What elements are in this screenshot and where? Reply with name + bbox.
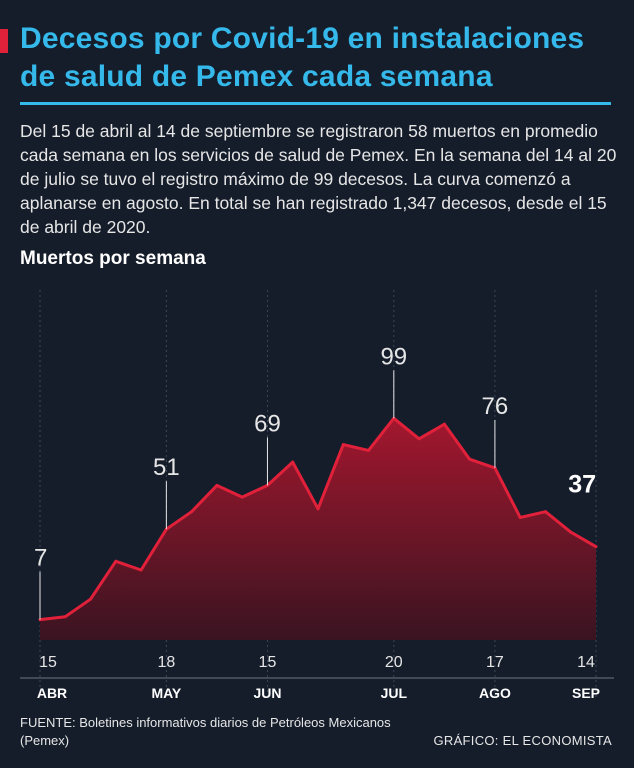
tick-month-2: JUN — [253, 685, 281, 701]
chart-title: Decesos por Covid-19 en instalaciones de… — [20, 22, 585, 93]
area-fill — [40, 418, 596, 640]
annotation-label-2: 69 — [254, 410, 281, 437]
data-point-1 — [63, 615, 67, 619]
tick-day-1: 18 — [157, 654, 175, 671]
annotation-label-4: 76 — [482, 393, 509, 420]
data-point-21 — [569, 530, 573, 534]
tick-day-5: 14 — [577, 654, 595, 671]
data-point-8 — [240, 495, 244, 499]
description: Del 15 de abril al 14 de septiembre se r… — [20, 121, 617, 237]
data-point-20 — [543, 510, 547, 514]
tick-month-5: SEP — [572, 685, 600, 701]
area-chart: 7 51 69 99 76 37 15 ABR 18 MAY 15 JUN 20 JUL 17 AGO 14 S… — [20, 290, 614, 701]
annotations: 7 51 69 99 76 37 — [34, 343, 598, 622]
title-rule — [20, 102, 611, 105]
annotation-label-0: 7 — [34, 545, 47, 572]
data-point-10 — [291, 460, 295, 464]
annotation-label-3: 99 — [380, 343, 407, 370]
data-point-22 — [594, 545, 598, 549]
data-point-3 — [114, 559, 118, 563]
data-point-19 — [518, 516, 522, 519]
data-point-11 — [316, 507, 320, 511]
tick-month-1: MAY — [151, 685, 181, 701]
data-point-17 — [468, 457, 472, 461]
x-axis: 15 ABR 18 MAY 15 JUN 20 JUL 17 AGO 14 SEP — [20, 654, 614, 701]
data-point-16 — [442, 422, 446, 426]
tick-month-0: ABR — [37, 685, 67, 701]
data-point-2 — [89, 597, 93, 601]
tick-day-3: 20 — [385, 654, 403, 671]
tick-month-3: JUL — [381, 685, 408, 701]
credit: GRÁFICO: EL ECONOMISTA — [433, 733, 612, 748]
tick-day-2: 15 — [259, 654, 277, 671]
data-point-12 — [341, 443, 345, 447]
data-point-15 — [417, 437, 421, 441]
tick-month-4: AGO — [479, 685, 511, 701]
data-point-7 — [215, 483, 219, 487]
annotation-label-5: 37 — [568, 471, 596, 499]
chart-subtitle: Muertos por semana — [20, 248, 206, 269]
data-point-4 — [139, 568, 143, 572]
data-point-6 — [190, 510, 194, 514]
accent-bar — [0, 29, 8, 53]
tick-day-4: 17 — [486, 654, 504, 671]
tick-day-0: 15 — [39, 654, 57, 671]
annotation-label-1: 51 — [153, 454, 180, 481]
source-note: FUENTE: Boletines informativos diarios d… — [20, 715, 391, 748]
data-point-13 — [367, 448, 371, 452]
